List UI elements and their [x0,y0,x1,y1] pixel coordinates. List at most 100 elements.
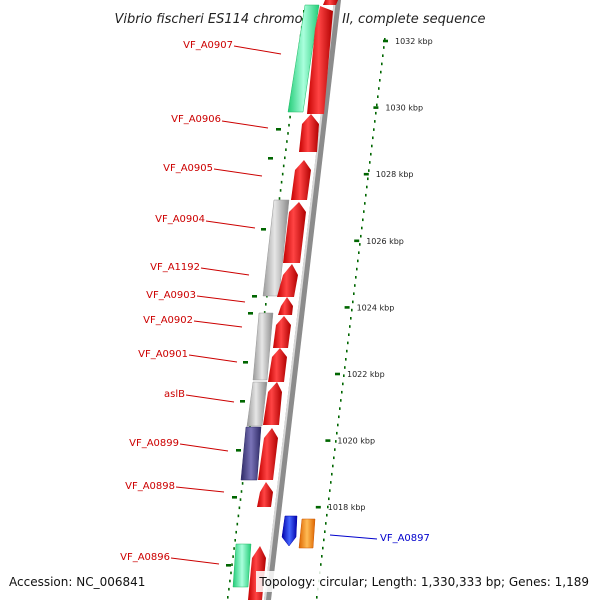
tick-dot [320,563,322,566]
tick-dot [343,374,345,377]
blast-hits-mint [232,4,320,588]
tick-dot [231,563,233,566]
svg-text:VF_A1192: VF_A1192 [150,262,200,273]
tick-dot [354,284,356,287]
tick-dot [237,514,240,518]
tick-dot [288,123,290,127]
tick-dot [349,325,351,328]
tick-dot [339,407,341,410]
gene-label-vf-a0903: VF_A0903 [146,290,246,303]
cds-arrow [283,202,306,263]
tick-dot [350,317,352,320]
tick-dot [342,382,344,386]
kbp-label: 1024 kbp [357,303,395,312]
kbp-tick [363,172,369,176]
cds-arrow [268,348,287,382]
kbp-tick [344,306,350,309]
tick-dot [336,431,338,435]
tick-dot [334,448,336,451]
kbp-scale: 1032 kbp 1030 kbp 1028 kbp 1026 kbp 1024 kbp… [315,37,433,512]
position-tick [226,564,231,567]
tick-dot [284,156,286,160]
tick-dot [285,148,287,151]
tick-dot [325,522,327,525]
tick-dot [381,62,383,66]
kbp-label: 1032 kbp [395,37,433,46]
tick-dot [235,530,237,534]
gene-label-vf-a0904: VF_A0904 [155,214,256,229]
gene-label-vf-a0896: VF_A0896 [120,552,220,565]
tick-dot [380,70,382,74]
tick-dot [340,399,342,402]
tick-dot [227,596,229,599]
gene-label-vf-a0899: VF_A0899 [129,438,229,452]
svg-text:VF_A0901: VF_A0901 [138,349,188,360]
chromosome-backbone [264,0,341,600]
tick-dot [360,234,362,238]
position-tick [248,312,253,315]
tick-dot [351,308,353,312]
svg-text:VF_A0906: VF_A0906 [171,114,221,125]
tick-dot [332,464,334,468]
tick-dot [367,177,369,181]
cds-arrow-blue [281,515,298,547]
tick-dot [377,95,379,98]
tick-dot [359,243,361,246]
tick-dot [373,128,375,131]
svg-text:VF_A0896: VF_A0896 [120,552,170,563]
tick-dot [232,555,234,558]
tick-dot [331,472,333,476]
kbp-label: 1022 kbp [347,370,385,379]
tick-dot [383,46,385,49]
svg-text:VF_A0898: VF_A0898 [125,481,175,492]
tick-dot [355,276,357,279]
tick-dot [278,197,281,200]
tick-dot [379,79,381,82]
tick-dot [362,218,364,222]
cds-arrow [299,114,319,152]
tick-dot [338,415,340,419]
cds-arrow-orange [298,518,316,549]
position-tick [252,295,257,298]
position-tick [261,228,266,231]
svg-text:VF_A0907: VF_A0907 [183,40,233,51]
tick-dot [249,425,251,428]
tick-dots-right [316,38,386,599]
kbp-label: 1020 kbp [337,437,375,446]
tick-dot [239,498,242,501]
gene-labels: VF_A0907 VF_A0906 VF_A0905 VF_A0904 VF_A… [120,40,430,565]
gene-label-vf-a0901: VF_A0901 [138,349,238,363]
tick-dot [279,189,282,192]
svg-text:VF_A0905: VF_A0905 [163,163,213,174]
blast-hit-bar [246,381,268,427]
tick-dot [358,251,360,254]
tick-dot [361,226,363,230]
tick-dot [316,596,318,599]
cds-arrow [257,482,273,507]
tick-dot [281,172,284,176]
tick-dot [322,546,324,550]
tick-dot [265,303,267,306]
accession-text: Accession: NC_006841 [9,575,145,589]
tick-dot [345,358,347,361]
kbp-label: 1030 kbp [385,104,423,113]
position-tick [240,400,245,403]
kbp-tick [325,439,331,442]
kbp-tick [383,39,388,43]
svg-text:VF_A0897: VF_A0897 [380,533,430,544]
gene-label-vf-a0905: VF_A0905 [163,163,263,177]
tick-dot [286,140,288,143]
tick-dot [326,513,328,517]
tick-dot [333,456,335,460]
tick-dot [375,111,377,115]
tick-dot [327,505,329,509]
cds-arrow [278,297,293,315]
tick-dot [229,579,231,583]
cds-arrow [273,316,291,348]
tick-dot [365,193,367,197]
svg-text:VF_A0904: VF_A0904 [155,214,205,225]
tick-dot [374,120,376,123]
tick-dot [352,300,354,304]
tick-dot [233,547,235,550]
